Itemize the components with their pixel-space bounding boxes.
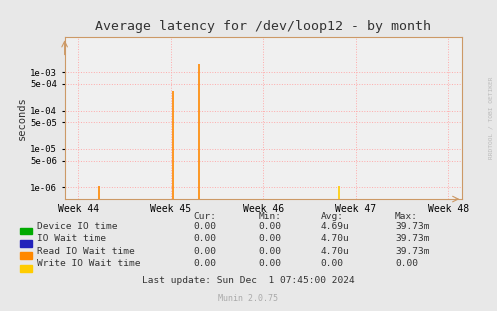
Text: Avg:: Avg: — [321, 212, 343, 221]
Text: 0.00: 0.00 — [258, 222, 281, 231]
Text: 4.70u: 4.70u — [321, 247, 349, 256]
Text: 0.00: 0.00 — [258, 234, 281, 244]
Text: 0.00: 0.00 — [395, 259, 418, 268]
Text: Munin 2.0.75: Munin 2.0.75 — [219, 294, 278, 303]
Text: 0.00: 0.00 — [194, 222, 217, 231]
Text: IO Wait time: IO Wait time — [37, 234, 106, 244]
Text: 0.00: 0.00 — [194, 234, 217, 244]
Text: 0.00: 0.00 — [194, 247, 217, 256]
Text: Write IO Wait time: Write IO Wait time — [37, 259, 141, 268]
Text: 0.00: 0.00 — [194, 259, 217, 268]
Text: 4.70u: 4.70u — [321, 234, 349, 244]
Text: Cur:: Cur: — [194, 212, 217, 221]
Text: Read IO Wait time: Read IO Wait time — [37, 247, 135, 256]
Text: Min:: Min: — [258, 212, 281, 221]
Text: Device IO time: Device IO time — [37, 222, 118, 231]
Text: 39.73m: 39.73m — [395, 234, 429, 244]
Text: 39.73m: 39.73m — [395, 222, 429, 231]
Text: 0.00: 0.00 — [321, 259, 343, 268]
Text: RRDTOOL / TOBI OETIKER: RRDTOOL / TOBI OETIKER — [488, 77, 493, 160]
Title: Average latency for /dev/loop12 - by month: Average latency for /dev/loop12 - by mon… — [95, 21, 431, 33]
Text: Last update: Sun Dec  1 07:45:00 2024: Last update: Sun Dec 1 07:45:00 2024 — [142, 276, 355, 285]
Y-axis label: seconds: seconds — [17, 96, 27, 140]
Text: 0.00: 0.00 — [258, 247, 281, 256]
Text: 39.73m: 39.73m — [395, 247, 429, 256]
Text: Max:: Max: — [395, 212, 418, 221]
Text: 0.00: 0.00 — [258, 259, 281, 268]
Text: 4.69u: 4.69u — [321, 222, 349, 231]
